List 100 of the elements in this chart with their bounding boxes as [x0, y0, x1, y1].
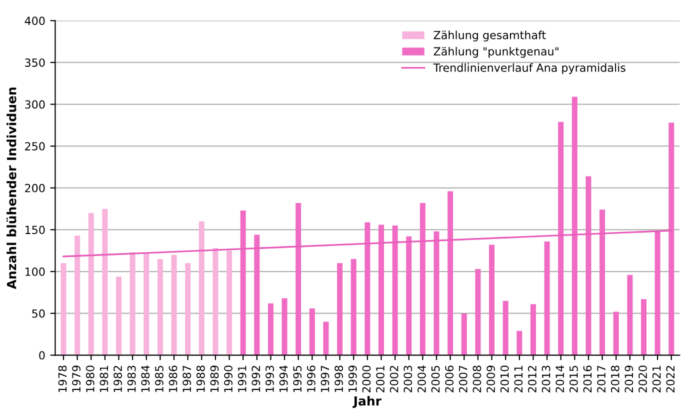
x-tick-label: 1991 — [238, 366, 246, 392]
bar — [268, 303, 274, 356]
y-tick-label: 200 — [25, 184, 45, 192]
x-tick-label: 2018 — [610, 366, 620, 392]
y-tick-label: 250 — [25, 142, 45, 150]
bar — [323, 322, 329, 356]
bar — [668, 122, 674, 356]
x-tick-label: 2009 — [486, 366, 495, 392]
x-tick-label: 2002 — [390, 366, 398, 392]
x-tick-label: 1978 — [58, 366, 67, 392]
x-tick-label: 2016 — [583, 366, 592, 392]
bar — [309, 308, 315, 356]
bar — [60, 263, 66, 356]
bar — [434, 231, 440, 356]
bar — [350, 259, 356, 356]
legend-label: Zählung gesamthaft — [434, 30, 546, 42]
bar — [74, 236, 80, 356]
x-axis-title: Jahr — [352, 396, 382, 408]
bar — [254, 234, 260, 356]
x-tick-label: 1983 — [127, 366, 136, 392]
bar — [530, 304, 536, 356]
x-tick-label: 1984 — [141, 366, 150, 392]
bar — [613, 312, 619, 356]
bar — [378, 224, 384, 356]
x-tick-label: 2012 — [528, 366, 536, 392]
y-tick-label: 150 — [25, 226, 45, 234]
bar — [461, 313, 467, 356]
bar — [516, 330, 522, 356]
x-tick-label: 1990 — [224, 366, 232, 392]
bar — [171, 254, 177, 356]
x-tick-label: 2001 — [376, 366, 384, 392]
x-tick-label: 2013 — [542, 366, 550, 392]
bar — [406, 236, 412, 356]
x-tick-label: 1985 — [155, 366, 164, 392]
legend-label: Zählung "punktgenau" — [434, 46, 558, 58]
x-tick-label: 1981 — [100, 366, 108, 392]
x-tick-label: 1999 — [348, 366, 357, 392]
bar — [364, 222, 370, 356]
bar — [102, 208, 108, 356]
y-tick-label: 350 — [25, 58, 45, 67]
bar — [420, 202, 426, 356]
x-tick-label: 1993 — [266, 366, 274, 392]
x-tick-label: 2003 — [404, 366, 412, 392]
bar — [392, 226, 398, 356]
x-tick-label: 1998 — [334, 366, 344, 392]
x-tick-label: 2021 — [652, 366, 661, 392]
bar — [337, 263, 343, 356]
x-tick-label: 2008 — [472, 366, 482, 392]
bar — [226, 250, 232, 356]
bar — [240, 210, 246, 356]
y-tick-label: 50 — [32, 309, 45, 318]
x-tick-label: 1982 — [114, 366, 122, 392]
bar — [572, 96, 578, 356]
x-tick-label: 1994 — [279, 366, 288, 392]
bar — [544, 241, 550, 356]
y-axis-title: Anzahl blühender Individuen — [6, 88, 16, 290]
x-tick-label: 2015 — [569, 366, 578, 392]
y-tick-label: 300 — [25, 100, 45, 109]
y-tick-label: 100 — [25, 268, 45, 276]
bar — [558, 122, 564, 356]
bar — [116, 276, 122, 356]
bar — [640, 299, 646, 356]
x-tick-label: 1980 — [86, 366, 94, 392]
bar — [157, 259, 163, 356]
x-tick-label: 2017 — [597, 366, 606, 392]
bar — [130, 252, 136, 356]
x-tick-label: 2020 — [638, 366, 647, 392]
legend-label: Trendlinienverlauf Ana pyramidalis — [433, 63, 626, 74]
x-tick-label: 1979 — [72, 366, 81, 392]
bar — [627, 274, 633, 356]
bar — [185, 263, 191, 356]
x-tick-label: 1997 — [320, 366, 330, 392]
bar — [212, 248, 218, 356]
bar — [198, 221, 204, 356]
x-tick-label: 1987 — [182, 366, 192, 392]
y-tick-label: 400 — [24, 16, 45, 26]
x-tick-label: 2019 — [624, 366, 634, 392]
bar — [144, 253, 150, 356]
x-tick-label: 2000 — [362, 366, 371, 392]
bar — [654, 231, 660, 356]
bar — [88, 213, 94, 356]
x-tick-label: 1988 — [196, 366, 205, 392]
x-tick-label: 2007 — [458, 366, 468, 392]
bar — [502, 300, 508, 356]
bar — [448, 191, 454, 356]
bar — [475, 269, 481, 356]
bar — [282, 298, 288, 356]
x-tick-label: 2010 — [500, 366, 509, 392]
x-tick-label: 1989 — [210, 366, 219, 392]
x-tick-label: 1996 — [306, 366, 316, 392]
x-tick-label: 2014 — [556, 366, 564, 392]
x-tick-label: 2006 — [445, 366, 454, 392]
bar — [586, 176, 592, 356]
x-tick-label: 2004 — [418, 366, 426, 392]
x-tick-label: 2005 — [431, 366, 440, 392]
x-tick-label: 1995 — [293, 366, 302, 392]
x-tick-label: 2022 — [666, 366, 675, 392]
x-tick-label: 1992 — [252, 366, 260, 392]
x-tick-label: 1986 — [168, 366, 178, 392]
y-tick-label: 0 — [39, 351, 45, 360]
